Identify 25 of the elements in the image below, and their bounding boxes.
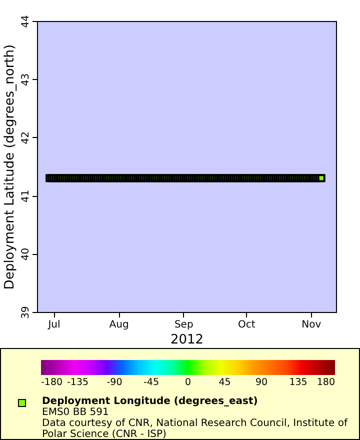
color-bar-label: -135 [66,377,89,388]
text: Data courtesy of CNR, National Research Council, Institute of Polar Science (CNR - ISP) [42,418,349,440]
color-bar-label: -45 [143,377,160,388]
y-tick-label: 41 [20,190,32,202]
color-bar-title: Deployment Longitude (degrees_east) [42,396,259,407]
color-bar-label: -90 [106,377,122,388]
color-bar-label: 45 [218,377,231,388]
text: EMS0 BB 591 [42,407,110,418]
y-tick-label: 39 [20,306,32,319]
color-bar-label: 90 [255,377,268,388]
color-bar-label: 0 [184,377,192,388]
color-bar-label: 135 [289,377,308,388]
x-axis-title: 2012 [170,332,204,348]
y-tick-label: 43 [20,73,32,86]
x-tick-label: Aug [109,320,129,330]
color-bar-label: -180 [41,377,63,388]
color-bar-label: 180 [316,377,335,388]
y-tick-label: 40 [20,248,32,261]
y-tick-label: 44 [20,15,32,28]
x-tick-label: Sep [174,320,194,330]
x-tick-label: Nov [302,320,322,330]
y-tick-label: 42 [20,132,32,144]
x-tick-label: Jul [47,320,60,330]
y-axis-title: Deployment Latitude (degrees_north) [2,44,18,290]
x-tick-label: Oct [238,320,256,330]
